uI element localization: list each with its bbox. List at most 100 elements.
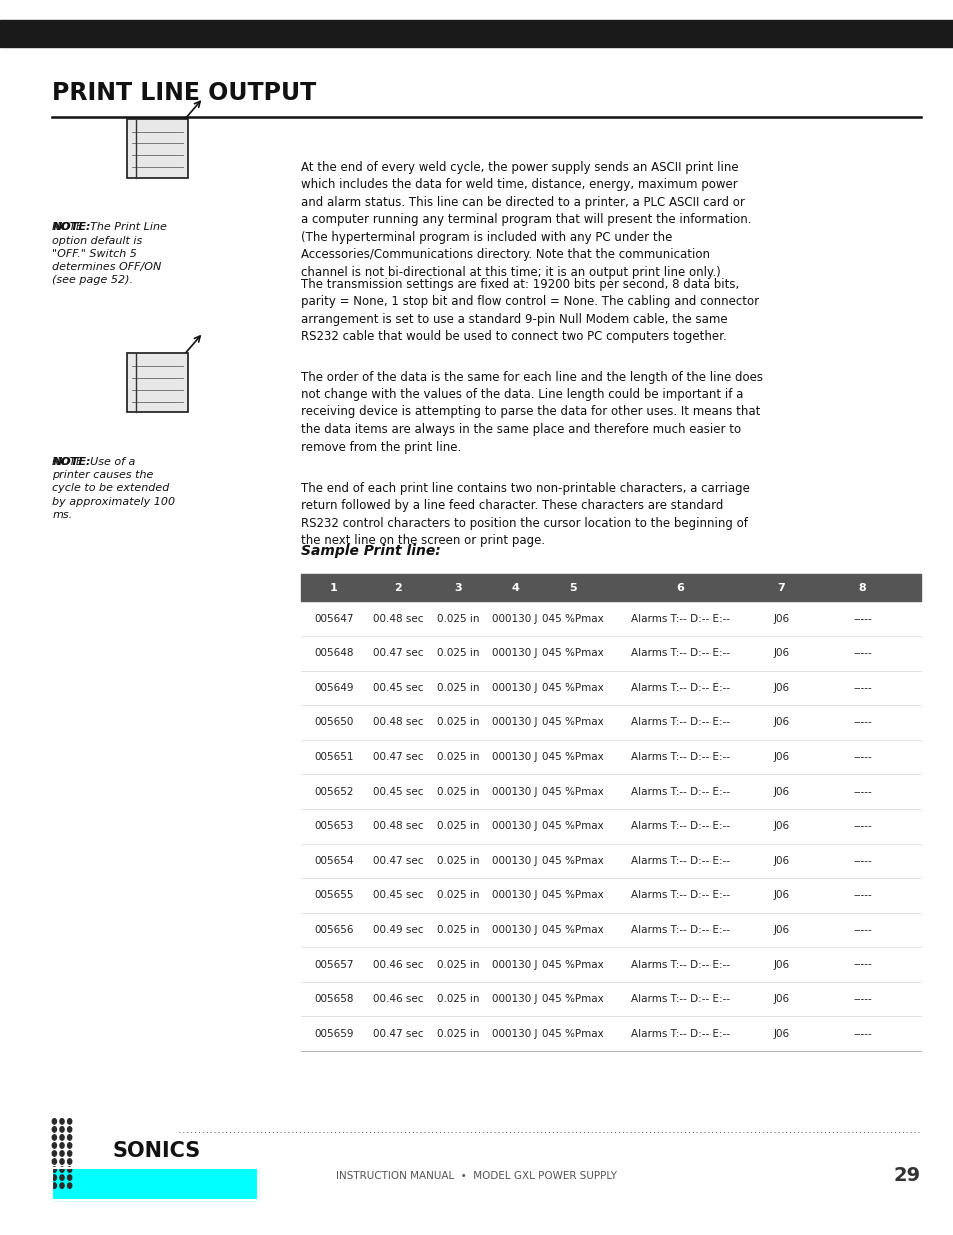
Text: 00.47 sec: 00.47 sec: [373, 648, 423, 658]
Text: 7: 7: [777, 583, 784, 593]
Text: Alarms T:-- D:-- E:--: Alarms T:-- D:-- E:--: [631, 856, 729, 866]
Text: 0.025 in: 0.025 in: [436, 614, 478, 624]
Text: PRINT LINE OUTPUT: PRINT LINE OUTPUT: [52, 82, 316, 105]
Text: J06: J06: [773, 752, 788, 762]
Text: Alarms T:-- D:-- E:--: Alarms T:-- D:-- E:--: [631, 994, 729, 1004]
Text: 000130 J: 000130 J: [492, 925, 537, 935]
Circle shape: [52, 1151, 56, 1156]
Circle shape: [68, 1126, 71, 1132]
Text: 005655: 005655: [314, 890, 354, 900]
Text: 000130 J: 000130 J: [492, 856, 537, 866]
Text: 000130 J: 000130 J: [492, 614, 537, 624]
Circle shape: [68, 1119, 71, 1124]
Text: 00.47 sec: 00.47 sec: [373, 856, 423, 866]
Text: 045 %Pmax: 045 %Pmax: [542, 648, 603, 658]
Text: 000130 J: 000130 J: [492, 648, 537, 658]
Text: 0.025 in: 0.025 in: [436, 1029, 478, 1039]
Text: 045 %Pmax: 045 %Pmax: [542, 856, 603, 866]
Circle shape: [52, 1183, 56, 1188]
Circle shape: [52, 1167, 56, 1172]
Text: 8: 8: [858, 583, 865, 593]
Text: 00.48 sec: 00.48 sec: [373, 821, 423, 831]
Text: 4: 4: [511, 583, 518, 593]
Text: 000130 J: 000130 J: [492, 994, 537, 1004]
Circle shape: [68, 1151, 71, 1156]
Circle shape: [60, 1183, 64, 1188]
Text: 000130 J: 000130 J: [492, 718, 537, 727]
Text: 00.48 sec: 00.48 sec: [373, 718, 423, 727]
Text: Alarms T:-- D:-- E:--: Alarms T:-- D:-- E:--: [631, 821, 729, 831]
Text: -----: -----: [852, 890, 871, 900]
Text: 0.025 in: 0.025 in: [436, 960, 478, 969]
Text: INSTRUCTION MANUAL  •  MODEL GXL POWER SUPPLY: INSTRUCTION MANUAL • MODEL GXL POWER SUP…: [336, 1171, 617, 1181]
Text: 000130 J: 000130 J: [492, 752, 537, 762]
Text: 005654: 005654: [314, 856, 354, 866]
Text: 045 %Pmax: 045 %Pmax: [542, 1029, 603, 1039]
Circle shape: [60, 1142, 64, 1149]
Text: SONICS: SONICS: [112, 1141, 201, 1161]
Text: 00.49 sec: 00.49 sec: [373, 925, 423, 935]
Text: 5: 5: [569, 583, 577, 593]
Text: Alarms T:-- D:-- E:--: Alarms T:-- D:-- E:--: [631, 683, 729, 693]
Text: J06: J06: [773, 648, 788, 658]
Circle shape: [60, 1151, 64, 1156]
Text: 00.45 sec: 00.45 sec: [373, 683, 423, 693]
Bar: [127, 353, 188, 412]
Circle shape: [68, 1167, 71, 1172]
Text: 000130 J: 000130 J: [492, 960, 537, 969]
Text: -----: -----: [852, 821, 871, 831]
Text: 045 %Pmax: 045 %Pmax: [542, 752, 603, 762]
Text: 0.025 in: 0.025 in: [436, 648, 478, 658]
Text: J06: J06: [773, 856, 788, 866]
Text: At the end of every weld cycle, the power supply sends an ASCII print line
which: At the end of every weld cycle, the powe…: [300, 161, 750, 279]
Text: J06: J06: [773, 994, 788, 1004]
Text: 29: 29: [893, 1166, 920, 1186]
Text: 005653: 005653: [314, 821, 354, 831]
Text: -----: -----: [852, 648, 871, 658]
Text: -----: -----: [852, 752, 871, 762]
Text: 00.45 sec: 00.45 sec: [373, 787, 423, 797]
Text: 0.025 in: 0.025 in: [436, 821, 478, 831]
Text: J06: J06: [773, 683, 788, 693]
Text: 0.025 in: 0.025 in: [436, 752, 478, 762]
Text: 0.025 in: 0.025 in: [436, 994, 478, 1004]
Text: 00.48 sec: 00.48 sec: [373, 614, 423, 624]
Text: Alarms T:-- D:-- E:--: Alarms T:-- D:-- E:--: [631, 890, 729, 900]
Bar: [52, 1168, 257, 1200]
Circle shape: [52, 1174, 56, 1181]
Text: 005659: 005659: [314, 1029, 354, 1039]
Text: 005658: 005658: [314, 994, 354, 1004]
Bar: [52, 1168, 257, 1200]
Bar: [300, 574, 920, 601]
Text: -----: -----: [852, 787, 871, 797]
Text: -----: -----: [852, 960, 871, 969]
Text: J06: J06: [773, 925, 788, 935]
Text: 000130 J: 000130 J: [492, 683, 537, 693]
Bar: [127, 119, 188, 178]
Text: J06: J06: [773, 960, 788, 969]
Text: NOTE:: NOTE:: [52, 457, 91, 467]
Bar: [0, 20, 953, 47]
Text: 045 %Pmax: 045 %Pmax: [542, 787, 603, 797]
Text: 005657: 005657: [314, 960, 354, 969]
Text: -----: -----: [852, 994, 871, 1004]
Text: NOTE: The Print Line
option default is
"OFF." Switch 5
determines OFF/ON
(see pa: NOTE: The Print Line option default is "…: [52, 222, 167, 285]
Text: 005650: 005650: [314, 718, 354, 727]
Text: 000130 J: 000130 J: [492, 890, 537, 900]
Text: 000130 J: 000130 J: [492, 787, 537, 797]
Circle shape: [68, 1158, 71, 1165]
Text: J06: J06: [773, 718, 788, 727]
Circle shape: [52, 1142, 56, 1149]
Circle shape: [68, 1142, 71, 1149]
Text: -----: -----: [852, 856, 871, 866]
Text: Alarms T:-- D:-- E:--: Alarms T:-- D:-- E:--: [631, 614, 729, 624]
Circle shape: [68, 1183, 71, 1188]
Text: 0.025 in: 0.025 in: [436, 683, 478, 693]
Text: -----: -----: [852, 1029, 871, 1039]
Text: 045 %Pmax: 045 %Pmax: [542, 890, 603, 900]
Text: 000130 J: 000130 J: [492, 821, 537, 831]
Circle shape: [52, 1135, 56, 1140]
Circle shape: [60, 1135, 64, 1140]
Text: Sample Print line:: Sample Print line:: [300, 545, 439, 558]
Text: 045 %Pmax: 045 %Pmax: [542, 925, 603, 935]
